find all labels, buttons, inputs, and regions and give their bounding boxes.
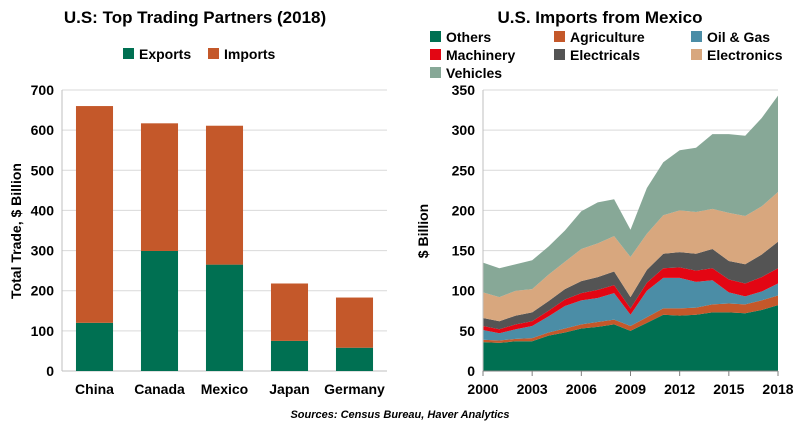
bar-canada-imports — [140, 123, 179, 251]
legend-swatch-machinery — [430, 49, 441, 60]
bar-mexico-exports — [205, 264, 244, 371]
legend-swatch-electronics — [691, 49, 702, 60]
left-y-tick-label: 700 — [31, 82, 55, 98]
right-chart-title: U.S. Imports from Mexico — [498, 8, 703, 27]
right-chart: U.S. Imports from Mexico Others Agricultu… — [415, 8, 794, 397]
bar-germany-imports — [335, 297, 374, 348]
left-x-tick-label-mexico: Mexico — [201, 381, 248, 397]
left-bars — [75, 106, 374, 371]
bar-mexico-imports — [205, 125, 244, 265]
legend-label-vehicles: Vehicles — [446, 65, 502, 81]
right-y-tick-label: 0 — [467, 363, 475, 379]
right-y-tick-label: 350 — [452, 82, 476, 98]
legend-label-oil-gas: Oil & Gas — [707, 29, 770, 45]
right-y-tick-label: 150 — [452, 243, 476, 259]
right-x-tick-label-2003: 2003 — [517, 381, 548, 397]
area-electronics — [483, 191, 778, 322]
bar-japan-exports — [270, 340, 309, 371]
area-others — [483, 305, 778, 371]
left-chart-title: U.S: Top Trading Partners (2018) — [64, 8, 326, 27]
legend-swatch-agriculture — [554, 31, 565, 42]
left-chart: U.S: Top Trading Partners (2018) Exports… — [8, 8, 387, 397]
right-x-tick-label-2000: 2000 — [467, 381, 498, 397]
legend-swatch-imports — [208, 48, 219, 59]
source-note: Sources: Census Bureau, Haver Analytics — [290, 409, 509, 421]
area-electricals — [483, 241, 778, 330]
legend-label-imports: Imports — [224, 46, 276, 62]
left-y-tick-label: 500 — [31, 162, 55, 178]
legend-label-machinery: Machinery — [446, 47, 515, 63]
left-y-tick-label: 600 — [31, 122, 55, 138]
legend-label-agriculture: Agriculture — [570, 29, 645, 45]
legend-label-others: Others — [446, 29, 491, 45]
left-y-tick-label: 400 — [31, 202, 55, 218]
area-oil-gas — [483, 277, 778, 341]
area-vehicles — [483, 95, 778, 298]
legend-swatch-others — [430, 31, 441, 42]
bar-china-exports — [75, 322, 114, 371]
area-agriculture — [483, 295, 778, 343]
left-y-tick-label: 100 — [31, 323, 55, 339]
bar-canada-exports — [140, 250, 179, 371]
right-y-tick-label: 300 — [452, 122, 476, 138]
right-x-tick-label-2015: 2015 — [713, 381, 744, 397]
right-legend: Others Agriculture Oil & Gas Machinery Elect… — [430, 29, 783, 81]
right-y-ticks: 0 50 100 150 200 250 300 350 — [452, 82, 476, 379]
left-x-ticks: China Canada Mexico Japan Germany — [75, 381, 385, 397]
left-x-tick-label-china: China — [75, 381, 114, 397]
right-x-tick-label-2009: 2009 — [615, 381, 646, 397]
left-y-tick-label: 200 — [31, 283, 55, 299]
right-y-tick-label: 50 — [459, 323, 475, 339]
right-x-tick-label-2012: 2012 — [664, 381, 695, 397]
right-y-tick-label: 100 — [452, 283, 476, 299]
left-y-ticks: 0 100 200 300 400 500 600 700 — [31, 82, 55, 379]
legend-swatch-exports — [123, 48, 134, 59]
legend-swatch-electricals — [554, 49, 565, 60]
right-x-tick-label-2006: 2006 — [566, 381, 597, 397]
left-y-tick-label: 0 — [46, 363, 54, 379]
legend-label-electronics: Electronics — [707, 47, 783, 63]
area-machinery — [483, 267, 778, 334]
bar-japan-imports — [270, 283, 309, 341]
legend-swatch-oil-gas — [691, 31, 702, 42]
right-y-tick-label: 200 — [452, 202, 476, 218]
bar-germany-exports — [335, 347, 374, 371]
left-y-tick-label: 300 — [31, 243, 55, 259]
left-y-axis-label: Total Trade, $ Billion — [8, 163, 24, 299]
legend-label-exports: Exports — [139, 46, 191, 62]
legend-label-electricals: Electricals — [570, 47, 640, 63]
left-x-tick-label-germany: Germany — [324, 381, 385, 397]
right-x-ticks: 2000 2003 2006 2009 2012 2015 2018 — [467, 371, 794, 397]
left-x-tick-label-canada: Canada — [134, 381, 185, 397]
right-areas — [482, 90, 778, 372]
right-x-tick-label-2018: 2018 — [762, 381, 793, 397]
right-y-axis-label: $ Billion — [415, 204, 431, 258]
legend-swatch-vehicles — [430, 67, 441, 78]
left-x-tick-label-japan: Japan — [269, 381, 309, 397]
bar-china-imports — [75, 106, 114, 323]
right-y-tick-label: 250 — [452, 162, 476, 178]
